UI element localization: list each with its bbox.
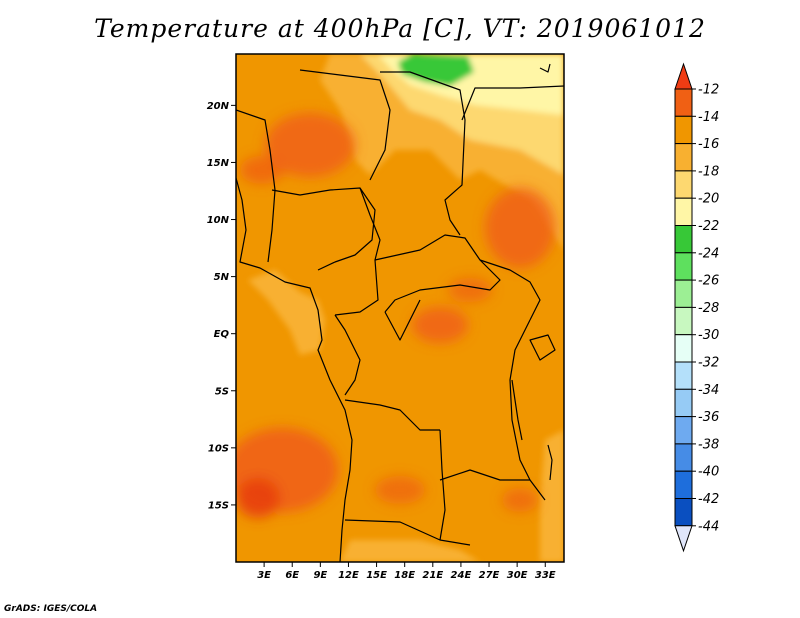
colorbar-label: -28 [698,301,719,316]
field-west-16 [248,270,325,355]
country-borders [236,63,564,562]
border-nigeria [271,187,376,271]
lon-tick-label: 3E [257,570,271,581]
colorbar-segment [674,252,693,281]
colorbar-label: -12 [698,83,719,98]
border-drc-east [509,319,531,481]
field-south-16 [340,540,480,562]
lon-tick-label: 6E [285,570,299,581]
lat-tick-label: 15S [208,500,229,511]
field-sw-10 [236,478,280,518]
colorbar-label: -20 [698,192,719,207]
colorbar-label: -24 [698,246,719,261]
border-car [374,234,501,313]
colorbar-label: -26 [698,274,719,289]
lat-tick-label: 15N [207,158,230,169]
temperature-field [236,54,564,562]
colorbar-label: -14 [698,110,719,125]
border-angola-north [344,399,440,431]
grads-credit: GrADS: IGES/COLA [4,604,98,614]
colorbar-segment [674,115,693,145]
border-zambia [439,469,546,501]
lon-tick-label: 33E [535,570,556,581]
colorbar-top-arrow [674,62,693,90]
lon-tick-label: 9E [313,570,327,581]
colorbar-label: -38 [698,437,719,452]
field-s-12 [375,476,425,504]
field-southeast-16 [540,430,564,562]
colorbar-label: -30 [698,328,719,343]
border-congo [334,314,361,396]
lat-tick-label: EQ [214,329,230,340]
lake-victoria [529,334,556,361]
lat-tick-label: 5N [214,272,230,283]
colorbar-label: -40 [698,465,719,480]
lon-tick-label: 24E [451,570,472,581]
field-s-12b [502,488,538,512]
colorbar-segment [674,170,693,199]
colorbar-label: -34 [698,383,719,398]
border-sahel-west [236,109,276,263]
colorbar-label: -44 [698,519,719,534]
latitude-axis: 20N 15N 10N 5N EQ 5S 10S 15S [207,101,236,511]
colorbar-segment [674,334,693,363]
map-title: Temperature at 400hPa [C], VT: 201906101… [94,14,706,43]
lat-tick-label: 5S [215,386,229,397]
colorbar-segment [674,416,693,445]
colorbar-segment [674,361,693,390]
colorbar-label: -22 [698,219,719,234]
lake-tanganyika [511,379,523,441]
colorbar-segment [674,88,693,117]
lat-tick-label: 20N [207,101,230,112]
colorbar-segment [674,225,693,254]
field-center-12b [448,278,492,302]
lon-tick-label: 30E [507,570,528,581]
coastline-west [236,177,353,562]
field-north-22 [398,54,474,86]
field-nw-12b [240,156,284,184]
colorbar-segment [674,306,693,336]
colorbar: -12 -14 -16 -18 -20 -22 -24 -26 -28 -30 -32 -34 -36 -… [674,62,719,553]
colorbar-label: -32 [698,356,719,371]
longitude-axis: 3E 6E 9E 12E 15E 18E 21E 24E 27E 30E 33E [257,562,556,581]
border-drc-north [384,299,421,341]
lake-malawi [547,444,553,481]
border-namibia [344,519,471,546]
lon-tick-label: 18E [394,570,415,581]
field-nw-12 [265,113,355,177]
colorbar-label: -16 [698,137,719,152]
colorbar-segment [674,197,693,226]
border-sudan [461,85,564,121]
colorbar-segment [674,143,693,172]
lat-tick-label: 10S [208,443,229,454]
border-angola-east [439,429,446,541]
colorbar-label: -36 [698,410,719,425]
border-mali-niger [299,69,391,181]
map-frame [235,53,565,563]
border-south-sudan [479,259,541,321]
colorbar-label: -42 [698,492,719,507]
colorbar-segment [674,279,693,308]
colorbar-label: -18 [698,164,719,179]
lon-tick-label: 21E [422,570,443,581]
field-ne-12 [485,188,555,268]
colorbar-bottom-arrow [674,525,693,553]
colorbar-segment [674,470,693,500]
lon-tick-label: 15E [366,570,387,581]
colorbar-segment [674,388,693,418]
field-center-12 [412,307,468,343]
colorbar-segment [674,498,693,527]
coast-east [539,63,551,73]
lon-tick-label: 12E [338,570,359,581]
colorbar-segment [674,443,693,472]
border-niger-chad [380,71,466,236]
lat-tick-label: 10N [207,215,230,226]
lon-tick-label: 27E [479,570,500,581]
